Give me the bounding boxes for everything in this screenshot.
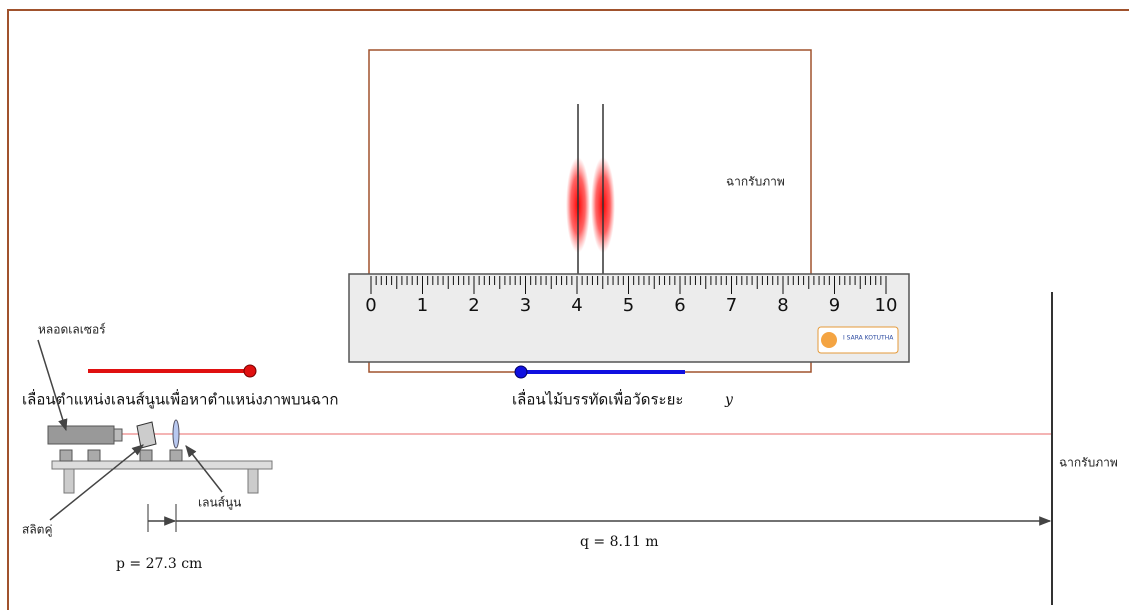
holder (139, 449, 153, 462)
lens-slider-handle[interactable] (243, 364, 257, 378)
ruler-number: 0 (365, 295, 376, 316)
logo-icon (821, 332, 837, 348)
laser-label: หลอดเลเซอร์ (38, 323, 106, 337)
p-label: p = 27.3 cm (116, 556, 202, 572)
ruler-number: 6 (674, 295, 685, 316)
holder (59, 449, 73, 462)
ruler-slider-handle[interactable] (514, 365, 528, 379)
ruler-number: 1 (417, 295, 428, 316)
ruler-number: 7 (726, 295, 737, 316)
double-slit (136, 421, 157, 449)
optical-bench (51, 460, 273, 470)
slit-label: สลิตคู่ (22, 523, 53, 538)
arrow (49, 444, 144, 521)
q-label: q = 8.11 m (580, 534, 659, 550)
ruler-number: 10 (875, 295, 898, 316)
logo-text: I SARA KOTUTHA (843, 335, 894, 342)
screen-label: ฉากรับภาพ (726, 175, 785, 189)
ruler[interactable]: I SARA KOTUTHA 0 1 2 3 4 5 6 7 8 9 10 (348, 273, 910, 363)
laser-head (113, 428, 123, 442)
ruler-number: 2 (468, 295, 479, 316)
ruler-number: 5 (623, 295, 634, 316)
ruler-number: 3 (520, 295, 531, 316)
laser (47, 425, 115, 445)
logo-box (817, 326, 899, 354)
ruler-number: 8 (777, 295, 788, 316)
ruler-number: 4 (571, 295, 582, 316)
ruler-slider-label: เลื่อนไม้บรรทัดเพื่อวัดระยะ (512, 389, 683, 409)
lens-label: เลนส์นูน (198, 496, 241, 511)
arrow (37, 339, 68, 432)
convex-lens (172, 419, 180, 449)
ruler-number: 9 (829, 295, 840, 316)
frame (7, 9, 1129, 610)
arrow (185, 445, 223, 493)
lens-slider-label: เลื่อนตำแหน่งเลนส์นูนเพื่อหาตำแหน่งภาพบน… (22, 389, 338, 409)
holder (169, 449, 183, 462)
ruler-variable: y (724, 392, 734, 408)
bench-leg (63, 468, 75, 494)
holder (87, 449, 101, 462)
screen-label: ฉากรับภาพ (1059, 456, 1118, 470)
bench-leg (247, 468, 259, 494)
